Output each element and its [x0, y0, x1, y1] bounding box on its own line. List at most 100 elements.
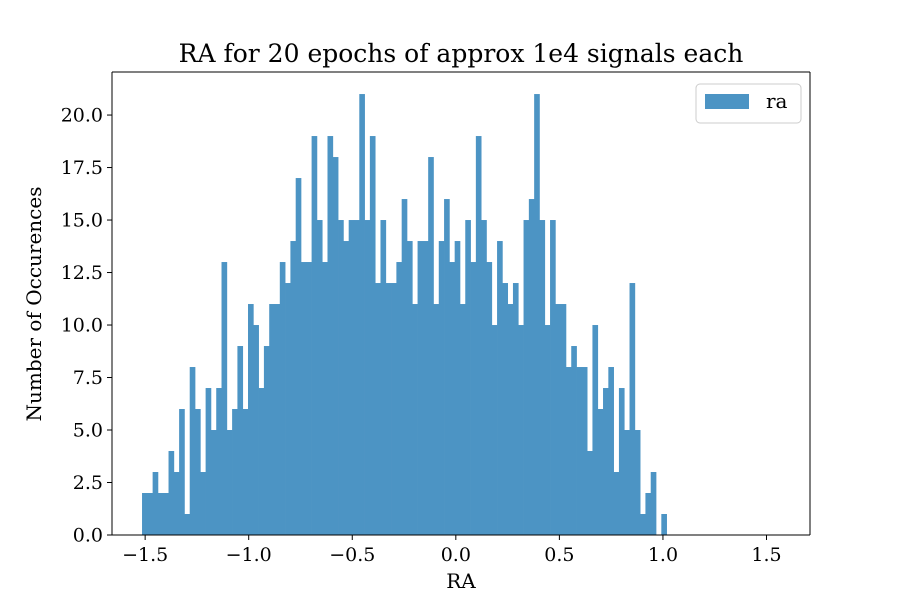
y-tick-label: 20.0: [61, 105, 103, 127]
histogram-bar: [380, 220, 387, 535]
histogram-bar: [417, 241, 424, 535]
histogram-bars: [142, 94, 667, 536]
histogram-bar: [459, 304, 466, 535]
histogram-bar: [226, 430, 233, 535]
histogram-bar: [369, 136, 376, 536]
histogram-bar: [539, 220, 546, 535]
histogram-bar: [454, 241, 461, 535]
chart-title: RA for 20 epochs of approx 1e4 signals e…: [179, 39, 744, 68]
y-axis-label: Number of Occurences: [22, 187, 46, 422]
histogram-bar: [147, 493, 153, 535]
histogram-bar: [179, 409, 185, 535]
histogram-bar: [581, 367, 588, 535]
histogram-bar: [279, 262, 286, 535]
histogram-bar: [512, 283, 519, 535]
histogram-bar: [359, 94, 365, 536]
histogram-bar: [285, 283, 291, 535]
histogram-bar: [311, 136, 318, 536]
histogram-bar: [258, 388, 265, 535]
histogram-bar: [650, 472, 657, 535]
histogram-bar: [565, 367, 572, 535]
histogram-bar: [232, 409, 238, 535]
y-tick-label: 7.5: [73, 367, 103, 389]
y-tick-label: 17.5: [61, 157, 103, 179]
histogram-bar: [603, 388, 609, 535]
histogram-bar: [269, 304, 275, 535]
histogram-bar: [248, 304, 254, 535]
x-tick-label: −0.5: [329, 544, 375, 566]
histogram-bar: [301, 262, 307, 535]
histogram-bar: [449, 262, 456, 535]
histogram-bar: [465, 220, 471, 535]
histogram-bar: [332, 157, 339, 536]
histogram-bar: [497, 241, 503, 535]
y-tick-label: 10.0: [61, 315, 103, 337]
histogram-bar: [242, 409, 249, 535]
histogram-bar: [560, 304, 567, 535]
histogram-bar: [518, 325, 524, 535]
legend: ra: [695, 83, 802, 124]
histogram-bar: [163, 493, 169, 535]
histogram-bar: [200, 472, 206, 535]
histogram-bar: [661, 514, 667, 535]
histogram-bar: [624, 430, 630, 535]
histogram-bar: [168, 451, 175, 535]
histogram-bar: [375, 283, 381, 535]
y-tick-label: 12.5: [61, 262, 103, 284]
histogram-bar: [491, 325, 498, 535]
histogram-bar: [608, 367, 614, 535]
histogram-bar: [544, 325, 551, 535]
histogram-bar: [184, 514, 191, 535]
x-axis-label: RA: [446, 569, 476, 593]
histogram-bar: [613, 472, 620, 535]
histogram-bar: [640, 514, 646, 535]
histogram-bar: [475, 136, 482, 536]
histogram-bar: [618, 388, 625, 535]
x-tick-label: 1.0: [648, 544, 678, 566]
axes-frame: [111, 71, 811, 536]
histogram-bar: [470, 262, 477, 535]
y-axis-ticks: 0.0 2.5 5.0 7.5 10.0 12.5 15.0 17.5 20.0: [61, 105, 112, 547]
histogram-bar: [364, 220, 371, 535]
histogram-bar: [428, 157, 434, 536]
histogram-bar: [412, 304, 418, 535]
histogram-bar: [195, 409, 201, 535]
histogram-bar: [597, 409, 604, 535]
histogram-bar: [189, 367, 196, 535]
histogram-bar: [295, 178, 302, 536]
histogram-bar: [173, 472, 180, 535]
histogram-bar: [481, 220, 487, 535]
histogram-bar: [142, 493, 148, 535]
histogram-bar: [634, 430, 641, 535]
histogram-bar: [210, 430, 217, 535]
histogram-bar: [391, 283, 397, 535]
histogram-bar: [216, 388, 222, 535]
histogram-bar: [507, 304, 514, 535]
histogram-bar: [152, 472, 159, 535]
histogram-bar: [576, 367, 583, 535]
histogram-bar: [157, 493, 164, 535]
histogram-bar: [433, 304, 440, 535]
histogram-bar: [396, 262, 403, 535]
y-tick-label: 2.5: [73, 472, 103, 494]
histogram-bar: [327, 136, 334, 536]
histogram-bar: [343, 241, 350, 535]
histogram-bar: [422, 241, 429, 535]
histogram-bar: [486, 262, 493, 535]
histogram-bar: [587, 451, 593, 535]
histogram-bar: [592, 325, 599, 535]
histogram-bar: [534, 94, 540, 536]
histogram-bar: [353, 220, 360, 535]
histogram-bar: [555, 304, 561, 535]
histogram-bar: [290, 241, 297, 535]
y-tick-label: 0.0: [73, 525, 103, 547]
histogram-bar: [338, 220, 344, 535]
histogram-bar: [502, 283, 509, 535]
histogram-bar: [348, 220, 355, 535]
legend-label-ra: ra: [766, 89, 788, 113]
histogram-bar: [322, 262, 328, 535]
histogram-bar: [523, 220, 530, 535]
x-tick-label: 0.5: [544, 544, 574, 566]
